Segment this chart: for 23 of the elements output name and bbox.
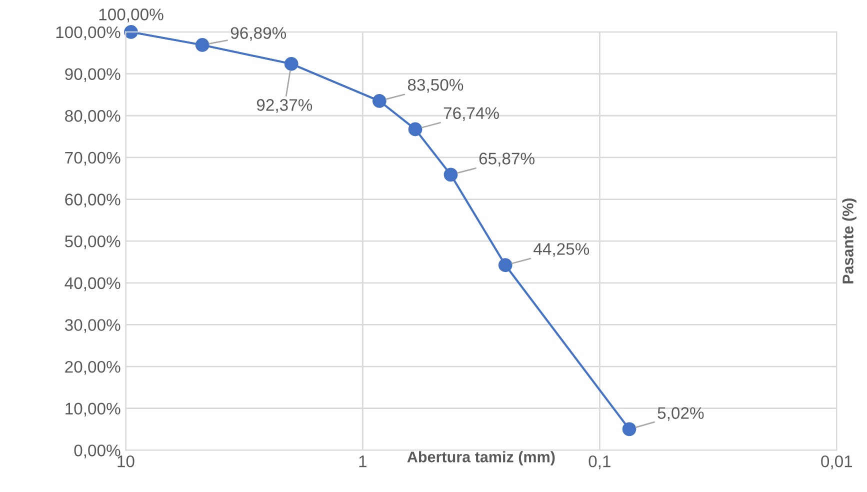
y-tick-label: 70,00% bbox=[65, 152, 120, 166]
data-label: 92,37% bbox=[256, 99, 312, 113]
y-tick-label: 20,00% bbox=[65, 360, 120, 375]
y-axis-title: Pasante (%) bbox=[842, 198, 856, 284]
y-tick-label: 30,00% bbox=[64, 319, 120, 333]
data-label: 44,25% bbox=[534, 243, 590, 257]
y-tick-label: 60,00% bbox=[65, 194, 120, 208]
data-label: 83,50% bbox=[408, 78, 464, 93]
y-tick-label: 10,00% bbox=[66, 402, 120, 417]
data-label: 76,74% bbox=[444, 107, 499, 121]
x-tick-label: 0,01 bbox=[821, 455, 852, 470]
y-tick-label: 90,00% bbox=[65, 68, 120, 82]
y-tick-label: 100,00% bbox=[56, 26, 120, 40]
data-label: 100,00% bbox=[99, 8, 164, 22]
x-axis-title: Abertura tamiz (mm) bbox=[407, 451, 555, 466]
y-tick-label: 40,00% bbox=[64, 277, 120, 292]
x-tick-label: 0,1 bbox=[588, 455, 610, 470]
data-label: 96,89% bbox=[230, 27, 286, 41]
data-label: 65,87% bbox=[479, 152, 534, 166]
y-tick-label: 50,00% bbox=[64, 235, 120, 250]
x-tick-label: 1 bbox=[359, 456, 367, 468]
data-label: 5,02% bbox=[658, 407, 704, 421]
y-tick-label: 80,00% bbox=[65, 110, 120, 124]
